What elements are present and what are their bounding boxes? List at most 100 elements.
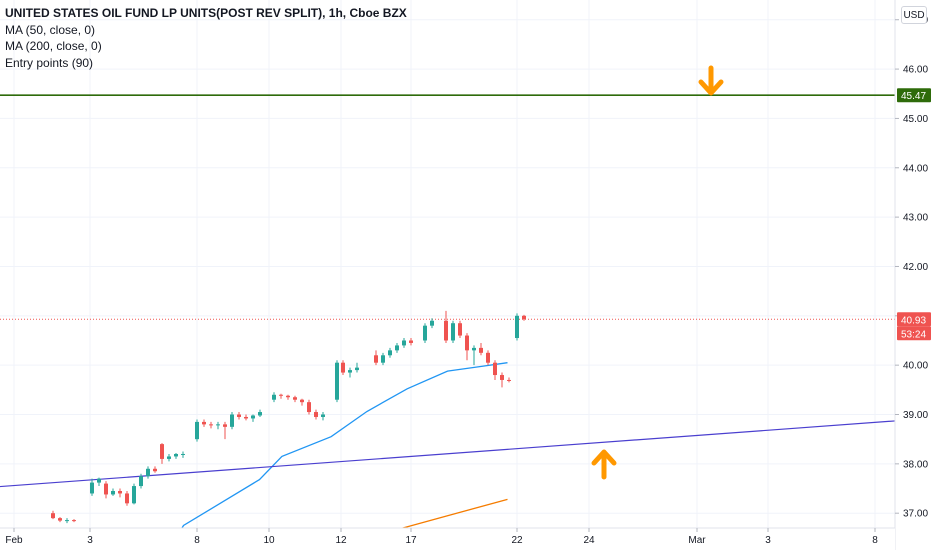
candle[interactable] — [335, 362, 339, 400]
resistance-price-label: 45.47 — [901, 91, 926, 102]
candle[interactable] — [279, 394, 283, 396]
symbol-title[interactable]: UNITED STATES OIL FUND LP UNITS(POST REV… — [5, 6, 407, 20]
candle[interactable] — [272, 394, 276, 400]
y-tick-label: 42.00 — [903, 262, 928, 273]
candle[interactable] — [321, 414, 325, 417]
legend-ma200[interactable]: MA (200, close, 0) — [5, 39, 102, 53]
candle[interactable] — [209, 424, 213, 426]
countdown-label: 53:24 — [901, 329, 926, 340]
x-tick-label: 10 — [263, 535, 275, 546]
candle[interactable] — [341, 362, 345, 373]
candle[interactable] — [388, 350, 392, 356]
x-tick-label: Feb — [5, 535, 23, 546]
candle[interactable] — [479, 347, 483, 353]
entry-arrow-up[interactable] — [591, 449, 617, 480]
candle[interactable] — [430, 320, 434, 326]
entry-arrow-up-shape — [591, 449, 617, 480]
y-tick-label: 39.00 — [903, 410, 928, 421]
candle[interactable] — [348, 370, 352, 373]
candle[interactable] — [51, 513, 55, 519]
ma50-line — [173, 362, 508, 541]
candle[interactable] — [251, 415, 255, 419]
candle[interactable] — [472, 347, 476, 351]
candle[interactable] — [58, 518, 62, 521]
candle[interactable] — [500, 375, 504, 380]
chart-legend: UNITED STATES OIL FUND LP UNITS(POST REV… — [5, 5, 407, 71]
countdown-label-bg — [897, 326, 931, 341]
candle[interactable] — [409, 340, 413, 343]
legend-ma50[interactable]: MA (50, close, 0) — [5, 22, 96, 37]
candle[interactable] — [90, 482, 94, 494]
resistance-price-label-bg — [897, 88, 931, 103]
candle[interactable] — [72, 520, 76, 522]
candle[interactable] — [153, 468, 157, 472]
candle[interactable] — [125, 493, 129, 504]
candle[interactable] — [423, 325, 427, 341]
x-tick-label: 12 — [335, 535, 347, 546]
candle[interactable] — [381, 355, 385, 363]
candle[interactable] — [402, 340, 406, 346]
candle[interactable] — [374, 355, 378, 363]
candle[interactable] — [111, 490, 115, 495]
x-tick-label: 8 — [872, 535, 878, 546]
candle[interactable] — [160, 444, 164, 459]
candle[interactable] — [146, 468, 150, 477]
candle[interactable] — [104, 483, 108, 495]
candle[interactable] — [293, 397, 297, 400]
candle[interactable] — [174, 453, 178, 457]
last-price-label: 40.93 — [901, 315, 926, 326]
candle[interactable] — [307, 402, 311, 413]
last-price-label-bg — [897, 312, 931, 327]
candle[interactable] — [216, 424, 220, 426]
y-tick-label: 44.00 — [903, 163, 928, 174]
time-axis[interactable] — [0, 528, 895, 550]
candle[interactable] — [132, 486, 136, 504]
candle[interactable] — [244, 416, 248, 419]
currency-button[interactable]: USD — [901, 6, 927, 24]
candle[interactable] — [451, 323, 455, 341]
candle[interactable] — [167, 456, 171, 459]
candle[interactable] — [355, 367, 359, 371]
candle[interactable] — [286, 395, 290, 398]
candle[interactable] — [97, 478, 101, 483]
candle[interactable] — [237, 414, 241, 417]
candle[interactable] — [493, 362, 497, 376]
candle[interactable] — [258, 412, 262, 416]
legend-entry-points[interactable]: Entry points (90) — [5, 55, 94, 70]
x-tick-label: 3 — [765, 535, 771, 546]
x-tick-label: Mar — [688, 535, 706, 546]
y-tick-label: 45.00 — [903, 114, 928, 125]
y-tick-label: 40.00 — [903, 361, 928, 372]
candle[interactable] — [314, 412, 318, 417]
candle[interactable] — [300, 399, 304, 403]
candle[interactable] — [444, 320, 448, 341]
entry-arrow-down[interactable] — [698, 65, 724, 96]
x-tick-label: 17 — [405, 535, 417, 546]
x-tick-label: 8 — [194, 535, 200, 546]
candle[interactable] — [65, 520, 69, 522]
candle[interactable] — [395, 345, 399, 351]
trend-line[interactable] — [0, 420, 896, 488]
ma200-line — [393, 498, 508, 532]
candle[interactable] — [465, 335, 469, 351]
candle[interactable] — [139, 476, 143, 487]
candle[interactable] — [507, 379, 511, 381]
candle[interactable] — [118, 490, 122, 494]
candle[interactable] — [223, 424, 227, 427]
x-tick-label: 24 — [583, 535, 595, 546]
candle[interactable] — [458, 323, 462, 336]
x-tick-label: 22 — [511, 535, 523, 546]
y-tick-label: 46.00 — [903, 65, 928, 76]
y-tick-label: 37.00 — [903, 509, 928, 520]
candle[interactable] — [522, 315, 526, 320]
candle[interactable] — [181, 453, 185, 455]
x-tick-label: 3 — [87, 535, 93, 546]
candle[interactable] — [515, 315, 519, 339]
candle[interactable] — [230, 414, 234, 427]
candle[interactable] — [486, 352, 490, 363]
candle[interactable] — [202, 421, 206, 425]
candle[interactable] — [195, 421, 199, 440]
entry-arrow-down-shape — [698, 65, 724, 96]
